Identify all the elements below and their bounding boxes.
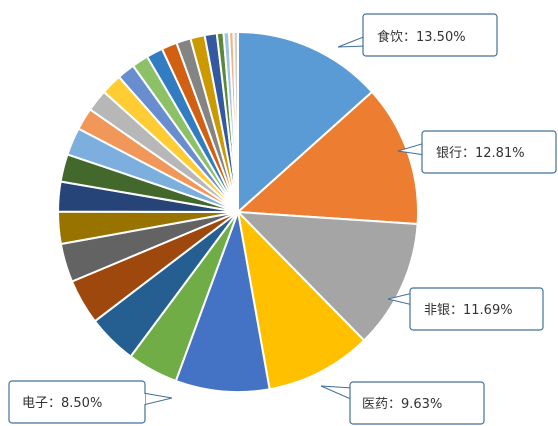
callout-pharma: 医药：9.63% bbox=[320, 381, 485, 425]
callout-box bbox=[421, 130, 557, 174]
callout-nonbank: 非银：11.69% bbox=[387, 287, 544, 331]
callout-electronics: 电子：8.50% bbox=[8, 380, 173, 424]
callout-bank: 银行：12.81% bbox=[397, 130, 557, 174]
callout-pointer bbox=[142, 392, 173, 406]
callout-label-food-beverage: 食饮：13.50% bbox=[377, 29, 466, 45]
callout-label-nonbank: 非银：11.69% bbox=[424, 303, 513, 318]
pie-slice-electronics bbox=[174, 211, 271, 393]
callout-food-beverage: 食饮：13.50% bbox=[337, 13, 498, 57]
callout-label-bank: 银行：12.81% bbox=[436, 146, 525, 161]
callout-label-electronics: 电子：8.50% bbox=[22, 396, 102, 411]
callout-box bbox=[409, 287, 544, 331]
pie-slice-nonbank bbox=[237, 211, 419, 342]
pie-slice-food-beverage bbox=[237, 31, 374, 213]
callout-box bbox=[362, 13, 498, 57]
pie-slice-pharma bbox=[237, 211, 366, 391]
callout-pointer bbox=[337, 35, 367, 48]
pie-slice-segment-27 bbox=[232, 31, 239, 213]
pie-slice-bank bbox=[237, 90, 420, 226]
callout-box bbox=[349, 381, 485, 425]
callout-pointer bbox=[320, 385, 354, 401]
callout-label-pharma: 医药：9.63% bbox=[362, 397, 442, 412]
pie-slices bbox=[56, 31, 420, 393]
